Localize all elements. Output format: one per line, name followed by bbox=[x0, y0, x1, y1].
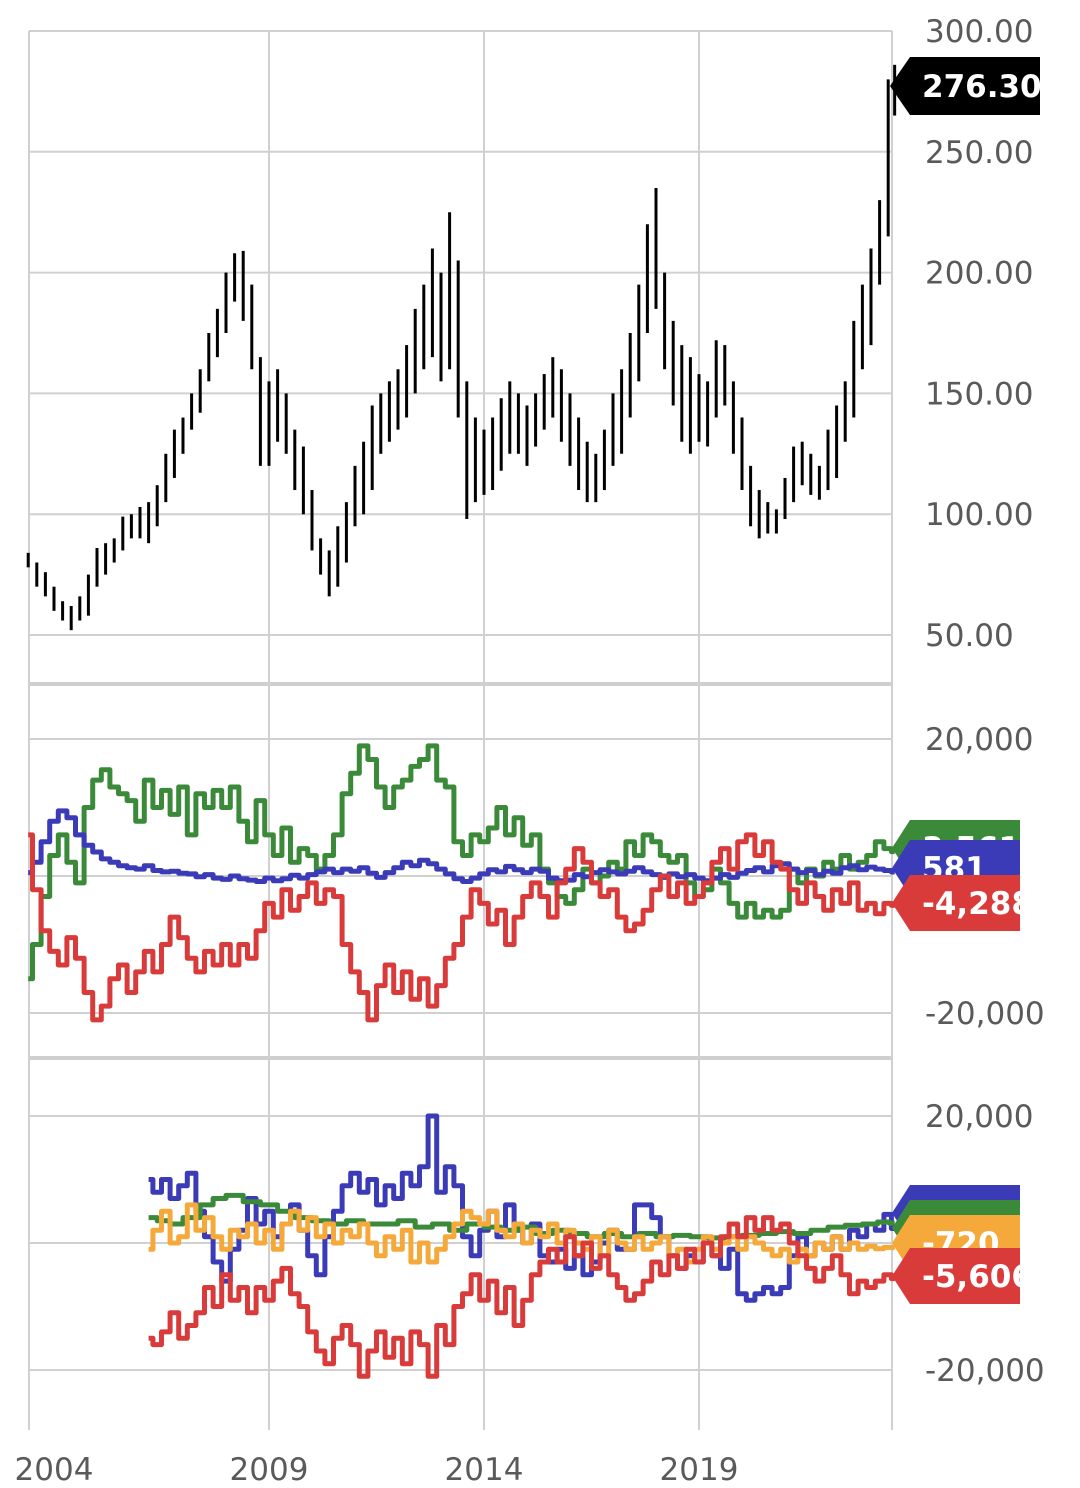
y-tick-label: 100.00 bbox=[925, 497, 1033, 533]
series-layer bbox=[26, 64, 897, 1379]
value-badge: -5,606 bbox=[892, 1248, 1033, 1304]
last-price-badge-shape bbox=[890, 57, 1040, 115]
axis-layer: 300.00 250.00 200.00 150.00 100.00 50.00 20,00… bbox=[15, 14, 1045, 1488]
series-line bbox=[28, 832, 895, 1023]
series-line bbox=[28, 743, 895, 982]
value-badge-shape bbox=[892, 875, 1020, 931]
value-badge-text: -5,606 bbox=[922, 1259, 1033, 1295]
badge-layer: 276.303,561581-4,2882,2773,113-720-5,606 bbox=[890, 57, 1042, 1304]
y-tick-label: 20,000 bbox=[925, 1099, 1033, 1135]
value-badge: -4,288 bbox=[892, 875, 1033, 931]
y-tick-label: 250.00 bbox=[925, 135, 1033, 171]
last-price-badge: 276.30 bbox=[890, 57, 1042, 115]
value-badge-shape bbox=[892, 1248, 1020, 1304]
value-badge-text: -4,288 bbox=[922, 886, 1033, 922]
series-line bbox=[148, 1215, 895, 1379]
y-tick-label: 50.00 bbox=[925, 618, 1014, 654]
x-tick-label: 2019 bbox=[660, 1452, 739, 1488]
y-tick-label: 200.00 bbox=[925, 256, 1033, 292]
y-tick-label: 300.00 bbox=[925, 14, 1033, 50]
series-line bbox=[148, 1202, 895, 1265]
x-tick-label: 2004 bbox=[15, 1452, 94, 1488]
y-tick-label: -20,000 bbox=[925, 1353, 1045, 1389]
x-tick-label: 2009 bbox=[230, 1452, 309, 1488]
x-tick-label: 2014 bbox=[445, 1452, 524, 1488]
series-line bbox=[28, 808, 895, 884]
y-tick-label: -20,000 bbox=[925, 996, 1045, 1032]
y-tick-label: 150.00 bbox=[925, 376, 1033, 412]
y-tick-label: 20,000 bbox=[925, 722, 1033, 758]
series-line bbox=[148, 1113, 895, 1303]
last-price-badge-text: 276.30 bbox=[922, 69, 1042, 105]
